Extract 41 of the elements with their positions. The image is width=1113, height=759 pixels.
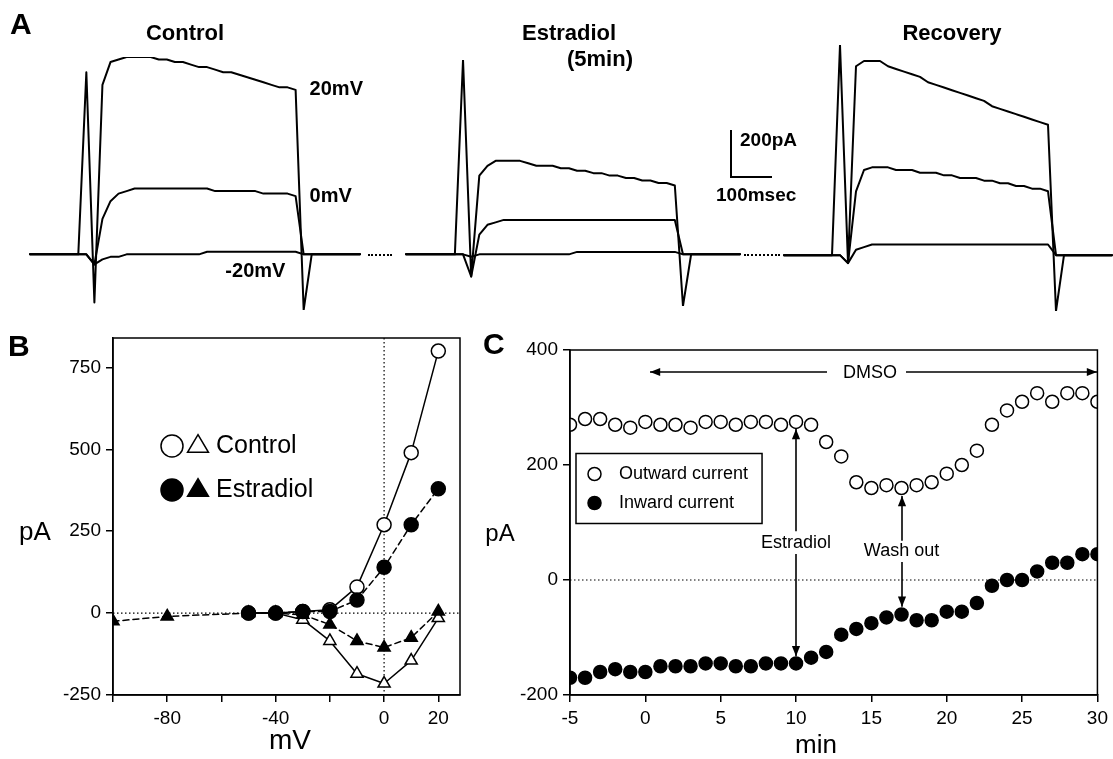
x-tick-label: 0	[378, 706, 390, 728]
legend-label: Inward current	[619, 491, 735, 512]
series-label: 20mV	[309, 77, 364, 100]
y-tick-label: 750	[69, 355, 101, 377]
y-tick-label: 400	[526, 338, 558, 360]
x-tick-label: 20	[427, 706, 449, 728]
annotation: Wash out	[863, 540, 940, 561]
chart-title: Recovery	[901, 20, 1003, 47]
x-tick-label: 15	[860, 706, 882, 728]
x-tick-label: 20	[936, 706, 958, 728]
text: A	[10, 6, 32, 42]
y-tick-label: 500	[69, 437, 101, 459]
legend-label: Estradiol	[216, 473, 314, 502]
y-tick-label: -250	[62, 683, 101, 705]
annotation: 100msec	[716, 184, 797, 207]
y-tick-label: -200	[519, 683, 558, 705]
annotation: Estradiol	[761, 531, 832, 552]
x-tick-label: 10	[785, 706, 807, 728]
legend-label: Control	[216, 429, 297, 458]
y-tick-label: 200	[526, 453, 558, 475]
legend-label: Outward current	[619, 462, 749, 483]
y-axis-title: pA	[19, 516, 51, 547]
y-tick-label: 0	[547, 568, 558, 590]
x-tick-label: 0	[640, 706, 651, 728]
y-axis-title: pA	[484, 518, 516, 548]
annotation: DMSO	[843, 362, 897, 384]
x-tick-label: -80	[153, 706, 181, 728]
chart-title: Control	[144, 20, 226, 47]
series-label: 0mV	[309, 183, 353, 206]
x-tick-label: 30	[1086, 706, 1108, 728]
y-tick-label: 0	[90, 601, 101, 623]
annotation: 200pA	[740, 129, 798, 152]
text: B	[8, 328, 30, 364]
x-tick-label: 25	[1011, 706, 1033, 728]
x-tick-label: 5	[715, 706, 726, 728]
chart-title: Estradiol (5min)	[522, 20, 634, 73]
series-label: -20mV	[225, 259, 287, 282]
x-tick-label: -5	[561, 706, 579, 728]
text: C	[483, 326, 505, 362]
x-axis-title: min	[794, 729, 838, 759]
y-tick-label: 250	[69, 519, 101, 541]
